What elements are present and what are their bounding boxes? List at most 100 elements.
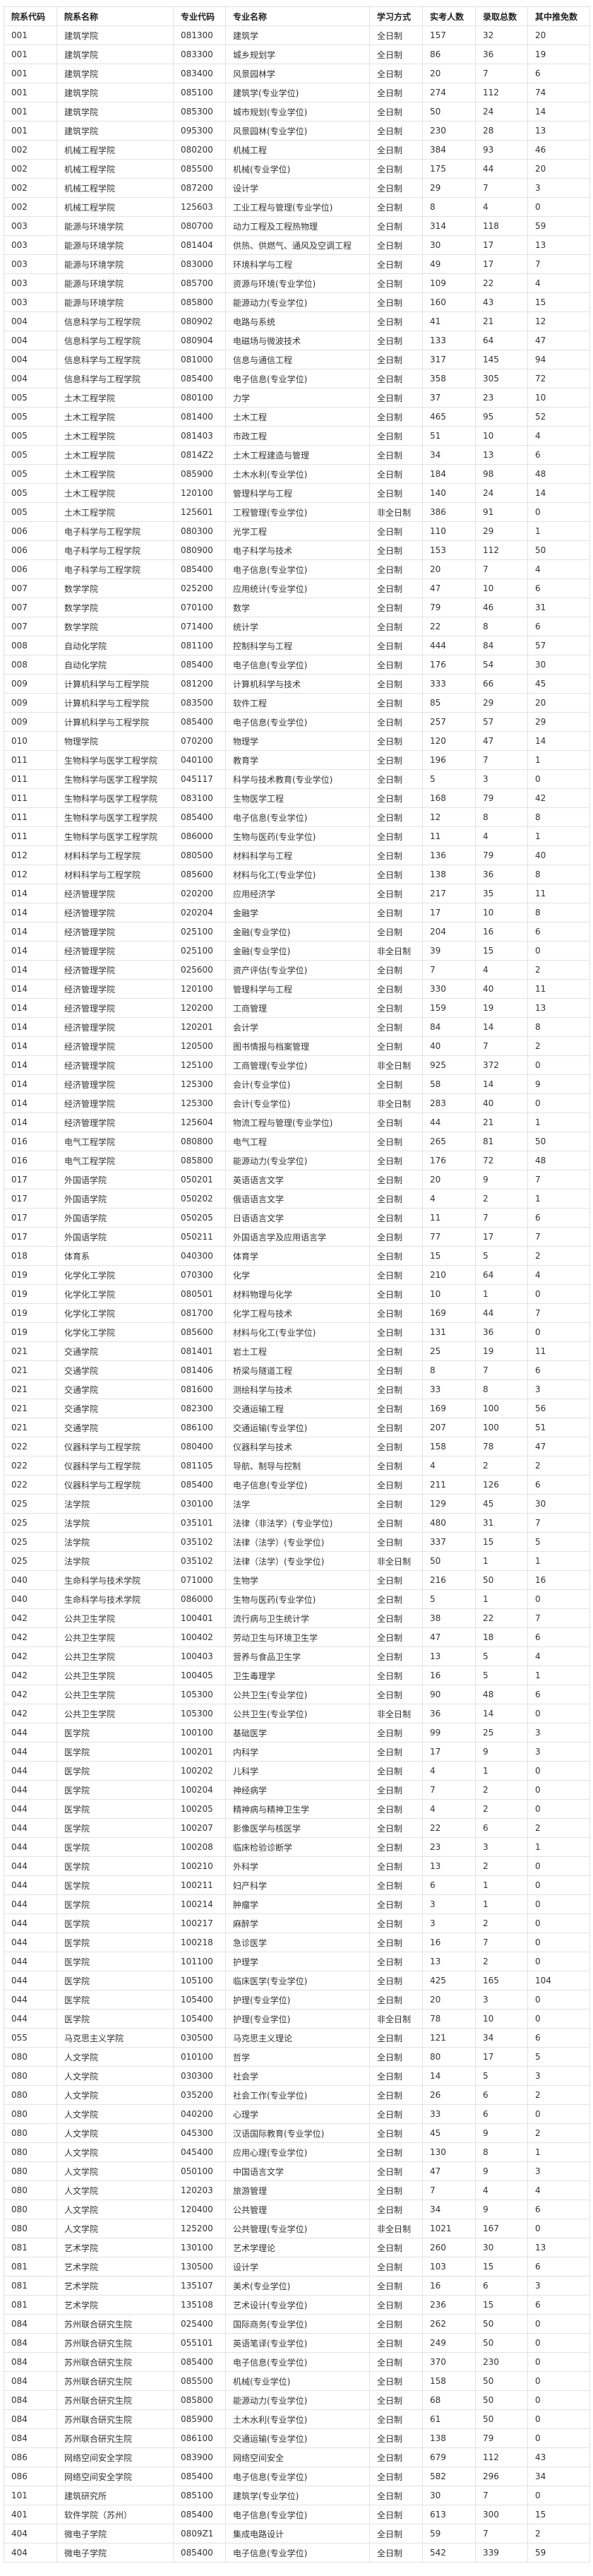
table-row: 044 医学院 105400 护理(专业学位) 全日制 20 3 0 [4, 1990, 590, 2010]
cell-recommended: 13 [527, 121, 590, 141]
cell-study-mode: 全日制 [369, 1284, 423, 1304]
cell-dept-code: 004 [4, 350, 57, 369]
cell-dept-code: 101 [4, 2486, 57, 2505]
cell-admitted-total: 2 [475, 1780, 528, 1800]
cell-major-code: 120201 [173, 1017, 226, 1037]
cell-recommended: 0 [527, 1952, 590, 1971]
cell-exam-takers: 50 [422, 1551, 476, 1571]
cell-exam-takers: 169 [422, 1303, 476, 1323]
table-row: 019 化学化工学院 070300 化学 全日制 210 64 4 [4, 1265, 590, 1285]
cell-dept-name: 苏州联合研究生院 [56, 2428, 174, 2448]
cell-dept-code: 014 [4, 922, 57, 942]
cell-exam-takers: 5 [422, 769, 476, 789]
cell-dept-code: 007 [4, 598, 57, 617]
cell-major-name: 基础医学 [225, 1723, 370, 1743]
cell-exam-takers: 25 [422, 1341, 476, 1361]
cell-dept-code: 009 [4, 712, 57, 732]
cell-recommended: 13 [527, 998, 590, 1018]
cell-major-name: 生物与医药(专业学位) [225, 1589, 370, 1609]
table-row: 080 人文学院 030300 社会学 全日制 14 5 3 [4, 2066, 590, 2086]
cell-major-name: 材料与化工(专业学位) [225, 1322, 370, 1342]
cell-major-code: 045117 [173, 769, 226, 789]
cell-dept-code: 002 [4, 197, 57, 217]
cell-recommended: 0 [527, 502, 590, 522]
cell-recommended: 46 [527, 140, 590, 160]
cell-recommended: 52 [527, 407, 590, 427]
cell-dept-code: 022 [4, 1456, 57, 1476]
cell-recommended: 94 [527, 350, 590, 369]
cell-dept-code: 003 [4, 273, 57, 293]
cell-recommended: 0 [527, 2009, 590, 2029]
cell-dept-name: 医学院 [56, 1894, 174, 1914]
table-row: 022 仪器科学与工程学院 081105 导航、制导与控制 全日制 4 2 2 [4, 1456, 590, 1476]
header-dept-name: 院系名称 [56, 6, 174, 26]
cell-admitted-total: 7 [475, 1933, 528, 1952]
cell-major-code: 081700 [173, 1303, 226, 1323]
cell-recommended: 16 [527, 1570, 590, 1590]
cell-dept-name: 人文学院 [56, 2047, 174, 2067]
cell-exam-takers: 136 [422, 845, 476, 865]
cell-dept-name: 建筑学院 [56, 121, 174, 141]
cell-dept-name: 苏州联合研究生院 [56, 2371, 174, 2391]
cell-exam-takers: 138 [422, 2428, 476, 2448]
cell-major-name: 法律（非法学）(专业学位) [225, 1513, 370, 1533]
cell-major-name: 能源动力(专业学位) [225, 1151, 370, 1170]
cell-study-mode: 全日制 [369, 2447, 423, 2467]
cell-major-code: 071400 [173, 617, 226, 636]
cell-major-code: 100405 [173, 1666, 226, 1685]
cell-admitted-total: 2 [475, 1799, 528, 1819]
cell-major-code: 100214 [173, 1894, 226, 1914]
cell-major-name: 材料科学与工程 [225, 845, 370, 865]
cell-exam-takers: 168 [422, 788, 476, 808]
cell-recommended: 4 [527, 1646, 590, 1666]
cell-recommended: 7 [527, 1608, 590, 1628]
cell-dept-code: 025 [4, 1513, 57, 1533]
cell-admitted-total: 8 [475, 2142, 528, 2162]
table-row: 080 人文学院 120203 旅游管理 全日制 7 4 4 [4, 2180, 590, 2200]
cell-study-mode: 全日制 [369, 83, 423, 102]
cell-study-mode: 全日制 [369, 1971, 423, 1990]
cell-study-mode: 全日制 [369, 2409, 423, 2429]
cell-recommended: 2 [527, 2123, 590, 2143]
cell-major-name: 土木水利(专业学位) [225, 464, 370, 484]
cell-major-name: 金融学 [225, 903, 370, 922]
cell-major-name: 生物学 [225, 1570, 370, 1590]
cell-admitted-total: 145 [475, 350, 528, 369]
cell-exam-takers: 50 [422, 102, 476, 121]
cell-dept-code: 005 [4, 502, 57, 522]
cell-exam-takers: 20 [422, 64, 476, 83]
cell-admitted-total: 100 [475, 1418, 528, 1437]
cell-exam-takers: 33 [422, 2104, 476, 2124]
cell-admitted-total: 5 [475, 1666, 528, 1685]
cell-admitted-total: 4 [475, 197, 528, 217]
cell-study-mode: 全日制 [369, 2180, 423, 2200]
table-row: 404 微电子学院 085400 电子信息(专业学位) 全日制 542 339 59 [4, 2543, 590, 2563]
cell-major-name: 机械(专业学位) [225, 159, 370, 179]
cell-major-code: 086000 [173, 826, 226, 846]
cell-admitted-total: 10 [475, 2009, 528, 2029]
cell-dept-code: 014 [4, 979, 57, 999]
cell-major-name: 风景园林学 [225, 64, 370, 83]
table-row: 086 网络空间安全学院 085400 电子信息(专业学位) 全日制 582 296 34 [4, 2467, 590, 2486]
cell-dept-code: 017 [4, 1227, 57, 1247]
table-row: 404 微电子学院 0809Z1 集成电路设计 全日制 59 7 2 [4, 2524, 590, 2544]
cell-recommended: 0 [527, 2219, 590, 2238]
cell-study-mode: 全日制 [369, 1913, 423, 1933]
table-body: 001 建筑学院 081300 建筑学 全日制 157 32 20 001 建筑学院 083300 城… [4, 25, 590, 2563]
cell-dept-name: 交通学院 [56, 1379, 174, 1399]
table-row: 017 外国语学院 050201 英语语言文学 全日制 20 9 7 [4, 1170, 590, 1189]
cell-recommended: 2 [527, 1818, 590, 1838]
cell-recommended: 14 [527, 731, 590, 751]
cell-major-code: 085900 [173, 2409, 226, 2429]
cell-admitted-total: 2 [475, 1189, 528, 1209]
cell-dept-name: 生物科学与医学工程学院 [56, 769, 174, 789]
cell-admitted-total: 17 [475, 2047, 528, 2067]
cell-recommended: 8 [527, 903, 590, 922]
cell-dept-name: 医学院 [56, 1875, 174, 1895]
cell-study-mode: 非全日制 [369, 2009, 423, 2029]
cell-major-code: 100218 [173, 1933, 226, 1952]
cell-admitted-total: 21 [475, 311, 528, 331]
cell-dept-code: 001 [4, 83, 57, 102]
table-row: 042 公共卫生学院 100401 流行病与卫生统计学 全日制 38 22 7 [4, 1608, 590, 1628]
cell-major-name: 体育学 [225, 1246, 370, 1266]
